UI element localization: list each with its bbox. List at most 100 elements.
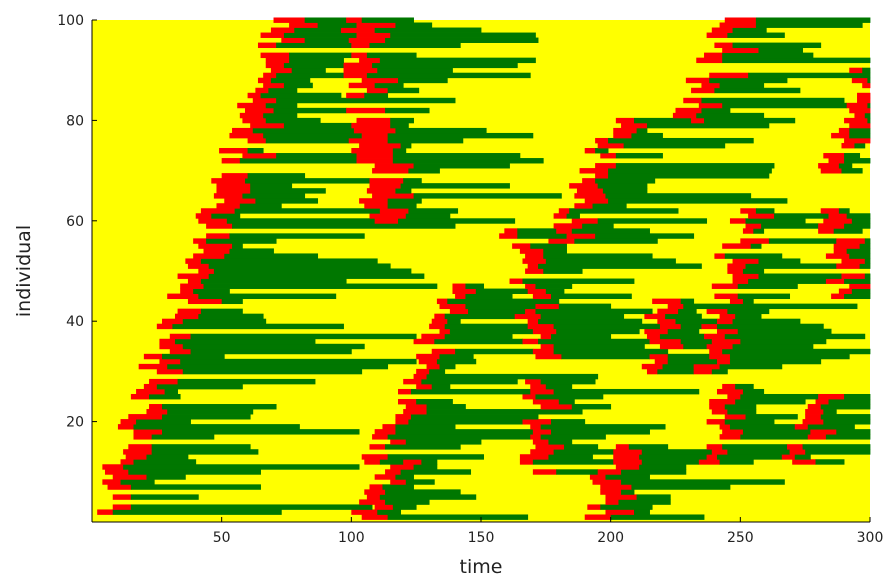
infected-cell	[169, 333, 191, 340]
infected-cell	[174, 313, 199, 320]
recovered-cell	[200, 308, 243, 315]
infected-cell	[117, 424, 134, 430]
infected-cell	[418, 358, 438, 365]
infected-cell	[701, 323, 718, 330]
recovered-cell	[198, 293, 337, 300]
infected-cell	[379, 208, 409, 214]
recovered-cell	[377, 67, 453, 74]
infected-cell	[605, 509, 635, 515]
recovered-cell	[403, 178, 422, 184]
infected-cell	[143, 353, 163, 360]
infected-cell	[213, 193, 243, 199]
infected-cell	[361, 77, 399, 84]
infected-cell	[351, 509, 378, 515]
infected-cell	[566, 233, 596, 239]
recovered-cell	[623, 142, 726, 149]
infected-cell	[232, 127, 254, 134]
infected-cell	[722, 383, 736, 390]
recovered-cell	[400, 183, 510, 189]
infected-cell	[343, 62, 373, 69]
recovered-cell	[276, 97, 456, 104]
infected-cell	[644, 313, 666, 320]
recovered-cell	[849, 132, 871, 139]
infected-cell	[504, 228, 518, 234]
recovered-cell	[823, 409, 837, 415]
recovered-cell	[221, 298, 243, 305]
recovered-cell	[724, 404, 757, 410]
recovered-cell	[595, 178, 656, 184]
infected-cell	[740, 238, 770, 244]
recovered-cell	[742, 388, 765, 395]
infected-cell	[112, 504, 132, 510]
infected-cell	[361, 454, 389, 460]
recovered-cell	[366, 72, 531, 79]
recovered-cell	[722, 102, 848, 109]
infected-cell	[364, 459, 381, 465]
infected-cell	[823, 153, 845, 159]
infected-cell	[595, 137, 609, 144]
infected-cell	[722, 47, 759, 54]
infected-cell	[535, 444, 565, 450]
recovered-cell	[722, 57, 871, 64]
infected-cell	[180, 283, 204, 289]
recovered-cell	[680, 298, 695, 305]
recovered-cell	[737, 293, 791, 300]
infected-cell	[221, 173, 248, 179]
recovered-cell	[867, 117, 871, 124]
recovered-cell	[851, 288, 871, 294]
infected-cell	[340, 27, 376, 33]
infected-cell	[823, 218, 853, 224]
recovered-cell	[543, 253, 653, 259]
infected-cell	[361, 514, 389, 520]
y-tick-label: 60	[66, 214, 84, 230]
recovered-cell	[385, 489, 461, 495]
recovered-cell	[172, 323, 344, 330]
infected-cell	[857, 97, 871, 104]
infected-cell	[815, 399, 829, 405]
infected-cell	[206, 223, 233, 229]
infected-cell	[532, 469, 557, 475]
infected-cell	[576, 188, 604, 194]
infected-cell	[369, 183, 402, 189]
recovered-cell	[621, 489, 635, 495]
recovered-cell	[724, 333, 866, 340]
infected-cell	[841, 142, 855, 149]
infected-cell	[138, 363, 168, 370]
recovered-cell	[387, 198, 422, 204]
infected-cell	[198, 243, 233, 249]
infected-cell	[659, 323, 682, 330]
recovered-cell	[392, 504, 417, 510]
infected-cell	[522, 258, 547, 264]
recovered-cell	[755, 22, 863, 28]
recovered-cell	[439, 363, 456, 370]
infected-cell	[574, 193, 606, 199]
recovered-cell	[182, 318, 267, 325]
recovered-cell	[566, 213, 580, 219]
recovered-cell	[538, 263, 702, 269]
recovered-cell	[729, 358, 822, 365]
recovered-cell	[149, 393, 181, 400]
infected-cell	[252, 97, 277, 104]
recovered-cell	[729, 353, 850, 360]
infected-cell	[605, 494, 637, 500]
infected-cell	[709, 404, 726, 410]
infected-cell	[532, 348, 555, 355]
recovered-cell	[553, 343, 645, 350]
infected-cell	[805, 409, 824, 415]
recovered-cell	[735, 313, 762, 320]
recovered-cell	[709, 77, 788, 84]
recovered-cell	[182, 343, 365, 350]
infected-cell	[185, 258, 202, 264]
infected-cell	[825, 253, 850, 259]
recovered-cell	[659, 333, 705, 340]
recovered-cell	[229, 248, 274, 254]
recovered-cell	[556, 469, 599, 475]
recovered-cell	[561, 353, 650, 360]
infected-cell	[206, 233, 230, 239]
infected-cell	[849, 283, 871, 289]
recovered-cell	[737, 328, 832, 335]
infected-cell	[346, 17, 363, 23]
infected-cell	[584, 514, 612, 520]
recovered-cell	[239, 158, 357, 164]
recovered-cell	[395, 127, 487, 134]
